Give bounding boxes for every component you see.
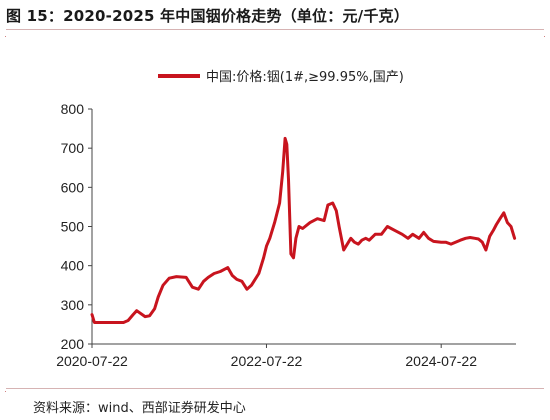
title-rule [6,29,544,30]
plot-area [90,136,517,324]
y-axis: 200 300 400 500 600 700 800 [61,101,93,352]
y-tick-label: 700 [61,140,85,156]
source-rule [6,388,544,389]
x-tick-label: 2022-07-22 [231,353,303,369]
x-axis: 2020-07-22 2022-07-22 2024-07-22 [56,343,516,369]
x-tick-label: 2024-07-22 [405,353,477,369]
corner-dot [544,36,545,37]
legend: 中国:价格:铟(1#,≥99.95%,国产) [158,69,404,85]
y-tick-label: 500 [61,219,85,235]
y-tick-label: 600 [61,179,85,195]
corner-dot [5,36,6,37]
series-line [90,136,517,324]
source-note: 资料来源：wind、西部证券研发中心 [33,401,246,416]
y-tick-label: 400 [61,258,85,274]
figure-title: 图 15：2020-2025 年中国铟价格走势（单位：元/千克） [6,7,409,25]
y-tick-label: 800 [61,101,85,117]
y-tick-label: 300 [61,297,85,313]
x-tick-label: 2020-07-22 [56,353,128,369]
y-tick-label: 200 [61,336,85,352]
legend-label: 中国:价格:铟(1#,≥99.95%,国产) [206,69,404,85]
corner-dot [5,391,6,392]
